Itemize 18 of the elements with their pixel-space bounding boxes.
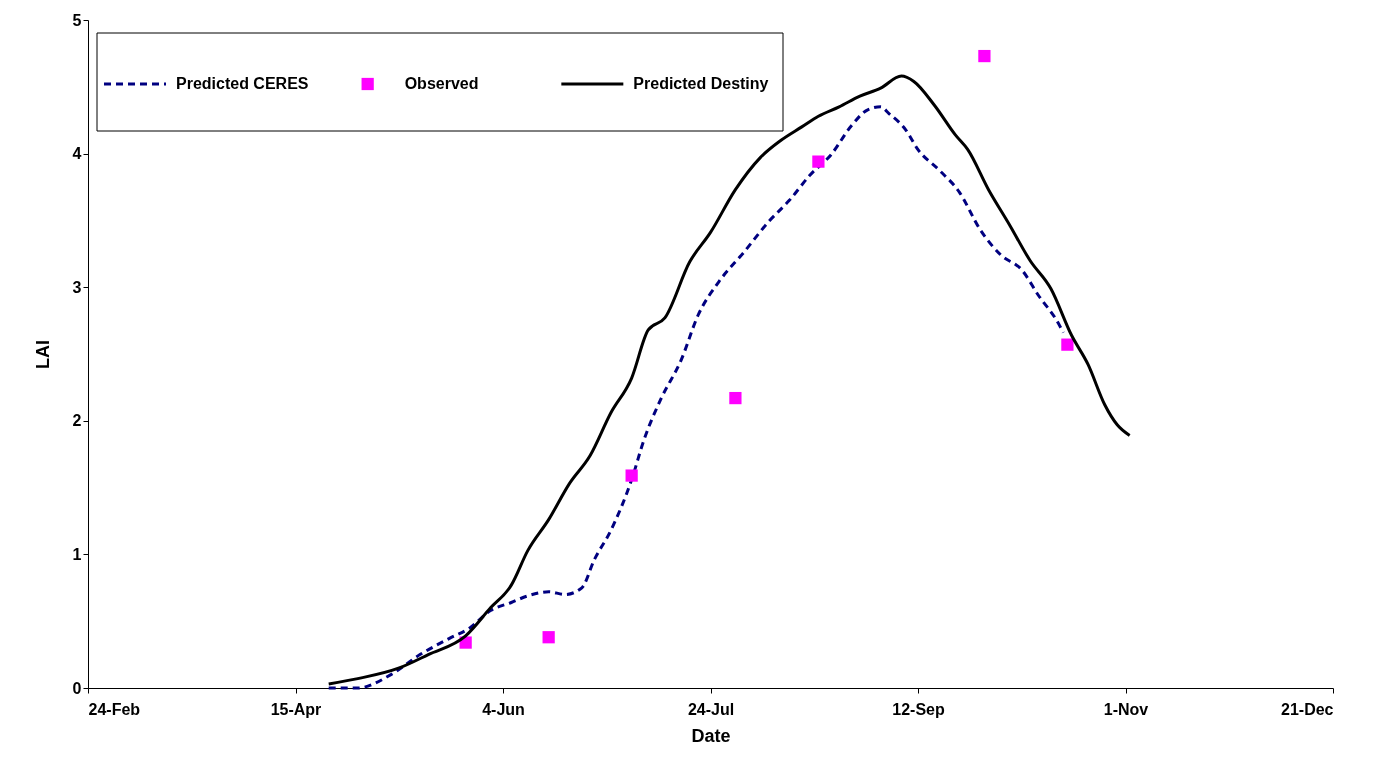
y-tick-label: 1: [72, 545, 82, 563]
x-tick-label: 1-Nov: [1103, 700, 1149, 718]
y-tick-label: 4: [72, 145, 82, 163]
legend-label: Predicted Destiny: [633, 75, 769, 92]
y-tick-label: 0: [72, 679, 82, 697]
x-tick-label: 24-Jul: [687, 700, 735, 718]
legend-label: Predicted CERES: [176, 75, 309, 92]
y-tick-label: 2: [72, 412, 82, 430]
x-tick-label: 12-Sep: [892, 700, 945, 718]
x-tick-label: 15-Apr: [270, 700, 322, 718]
x-tick-label: 4-Jun: [482, 700, 525, 718]
x-tick-label: 24-Feb: [88, 700, 141, 718]
y-tick-label: 3: [72, 278, 82, 296]
y-tick-label: 5: [72, 11, 82, 29]
legend-label: Observed: [404, 75, 479, 92]
x-tick-label: 21-Dec: [1281, 700, 1334, 718]
y-axis-title: LAI: [32, 340, 53, 369]
x-axis-title: Date: [691, 725, 731, 746]
